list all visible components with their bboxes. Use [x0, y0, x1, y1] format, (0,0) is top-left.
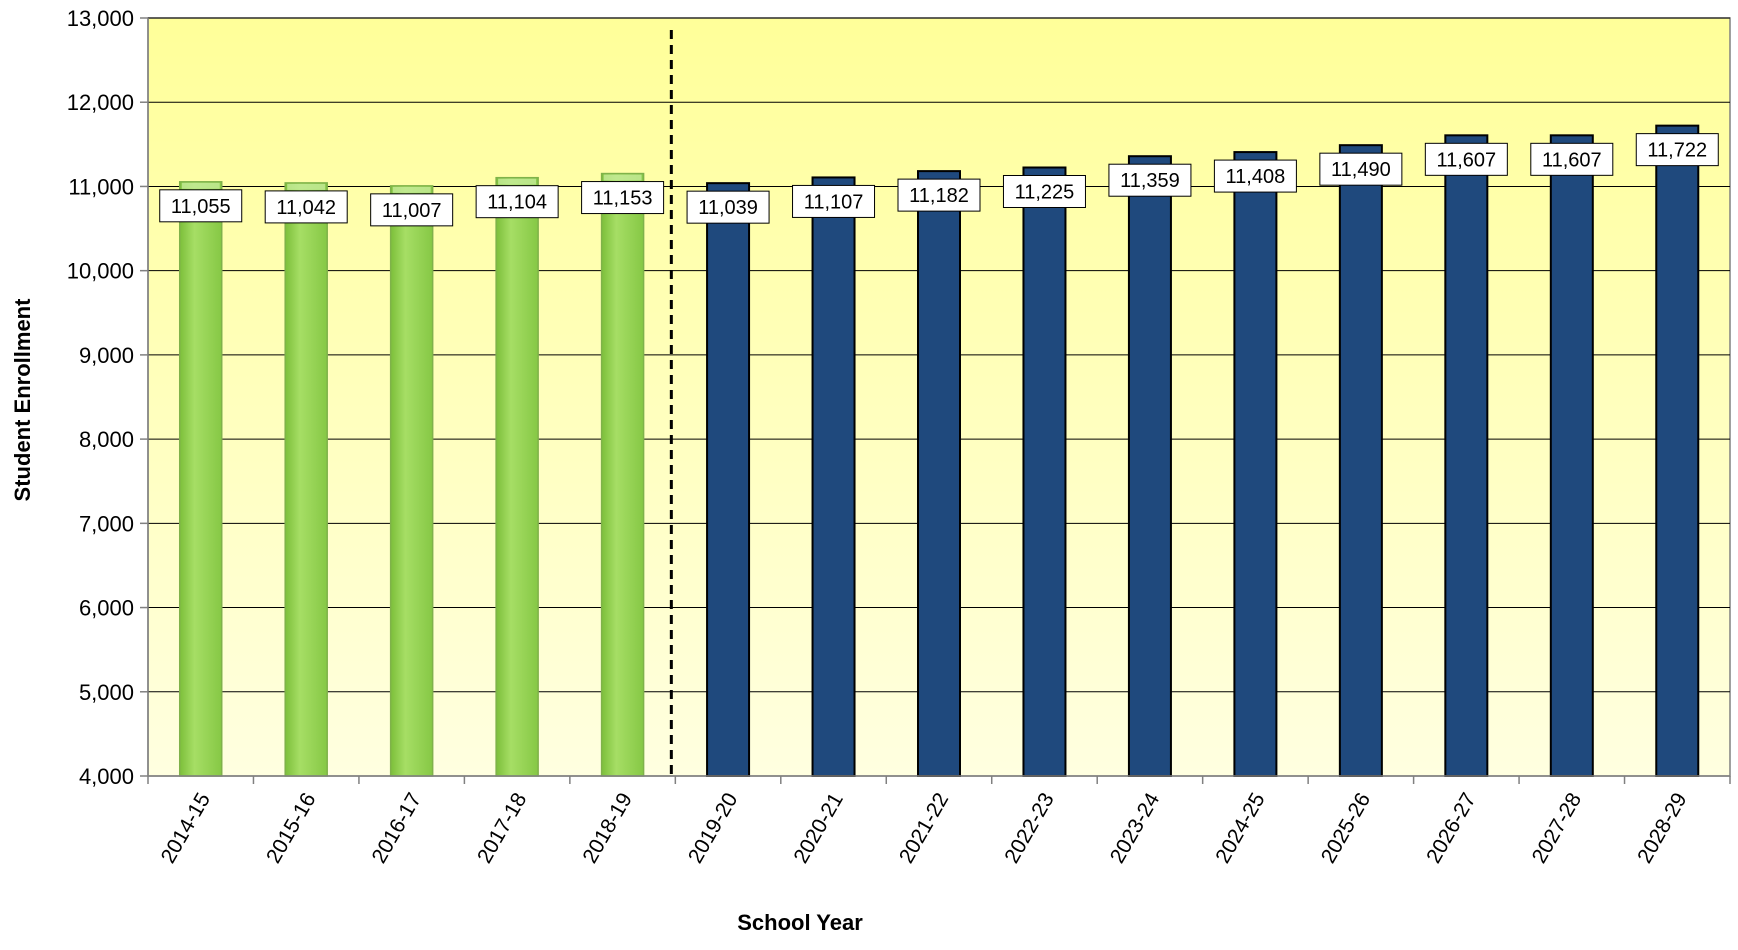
value-label: 11,055 [171, 196, 231, 218]
x-tick-label: 2023-24 [1106, 789, 1165, 868]
x-tick-label: 2021-22 [895, 789, 953, 867]
value-label: 11,408 [1226, 166, 1286, 188]
y-tick-label: 10,000 [67, 259, 134, 284]
value-label: 11,607 [1436, 149, 1496, 171]
y-axis-title: Student Enrollment [10, 298, 35, 502]
bar [1127, 155, 1172, 777]
bar-highlight [287, 183, 326, 190]
x-tick-label: 2028-29 [1633, 789, 1691, 867]
x-tick-label: 2018-19 [578, 789, 636, 867]
x-tick-label: 2016-17 [368, 789, 426, 867]
x-tick-label: 2020-21 [789, 789, 847, 867]
value-label-box [370, 193, 454, 227]
value-label-box [1424, 142, 1508, 176]
x-tick-label: 2015-16 [262, 789, 320, 867]
value-label-box [475, 185, 559, 219]
bar [1444, 134, 1489, 778]
bar [706, 182, 751, 777]
x-axis-title: School Year [737, 910, 863, 935]
x-tick-label: 2026-27 [1422, 789, 1480, 867]
bar-highlight [181, 182, 220, 189]
value-label: 11,107 [804, 191, 864, 213]
x-tick-label: 2025-26 [1317, 789, 1375, 867]
x-tick-label: 2019-20 [684, 789, 742, 867]
x-tick-label: 2017-18 [473, 789, 531, 867]
y-tick-label: 4,000 [79, 764, 134, 789]
bar [811, 176, 856, 777]
bar [1655, 124, 1700, 778]
value-label: 11,182 [909, 185, 969, 207]
value-label-box [159, 189, 243, 223]
bar-highlight [603, 174, 642, 181]
value-label: 11,490 [1331, 159, 1391, 181]
y-tick-label: 6,000 [79, 596, 134, 621]
value-label: 11,007 [382, 200, 442, 222]
value-label-box [1108, 163, 1192, 197]
y-tick-label: 8,000 [79, 427, 134, 452]
value-label: 11,225 [1015, 181, 1075, 203]
bar [600, 172, 645, 777]
bar [1338, 144, 1383, 778]
value-label: 11,607 [1542, 149, 1602, 171]
bar [1022, 166, 1067, 777]
value-label: 11,722 [1647, 140, 1707, 162]
value-label: 11,039 [698, 197, 758, 219]
bar [284, 182, 328, 777]
x-tick-label: 2024-25 [1211, 789, 1269, 867]
bar [495, 176, 539, 777]
value-label-box [1002, 174, 1086, 208]
value-label-box [686, 190, 770, 224]
y-tick-label: 11,000 [68, 174, 134, 199]
bar-highlight [392, 186, 431, 193]
y-tick-label: 12,000 [67, 90, 134, 115]
value-label-box [1213, 159, 1297, 193]
value-label: 11,153 [593, 188, 653, 210]
bar-highlight [498, 178, 537, 185]
y-tick-label: 7,000 [79, 511, 134, 536]
bar [917, 170, 961, 777]
value-label-box [792, 184, 876, 218]
bar [1233, 151, 1278, 777]
value-label-box [1635, 133, 1719, 167]
value-label: 11,359 [1120, 170, 1180, 192]
bar [389, 185, 434, 777]
y-tick-label: 9,000 [79, 343, 134, 368]
x-tick-label: 2027-28 [1528, 789, 1586, 867]
bar [1549, 134, 1594, 778]
value-label-box [1530, 142, 1614, 176]
value-label: 11,042 [276, 197, 336, 219]
y-tick-label: 5,000 [79, 680, 134, 705]
value-label-box [897, 178, 981, 212]
value-label-box [264, 190, 348, 224]
value-label-box [581, 181, 665, 215]
x-tick-label: 2014-15 [157, 789, 215, 867]
x-tick-label: 2022-23 [1000, 789, 1058, 867]
bar [178, 181, 223, 777]
value-label-box [1319, 152, 1403, 186]
y-tick-label: 13,000 [67, 6, 134, 31]
value-label: 11,104 [487, 192, 547, 214]
